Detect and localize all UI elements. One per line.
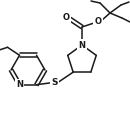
Text: O: O (63, 12, 70, 21)
Text: N: N (79, 41, 86, 50)
Text: O: O (95, 17, 102, 26)
Text: S: S (51, 78, 58, 87)
Text: N: N (16, 80, 23, 89)
